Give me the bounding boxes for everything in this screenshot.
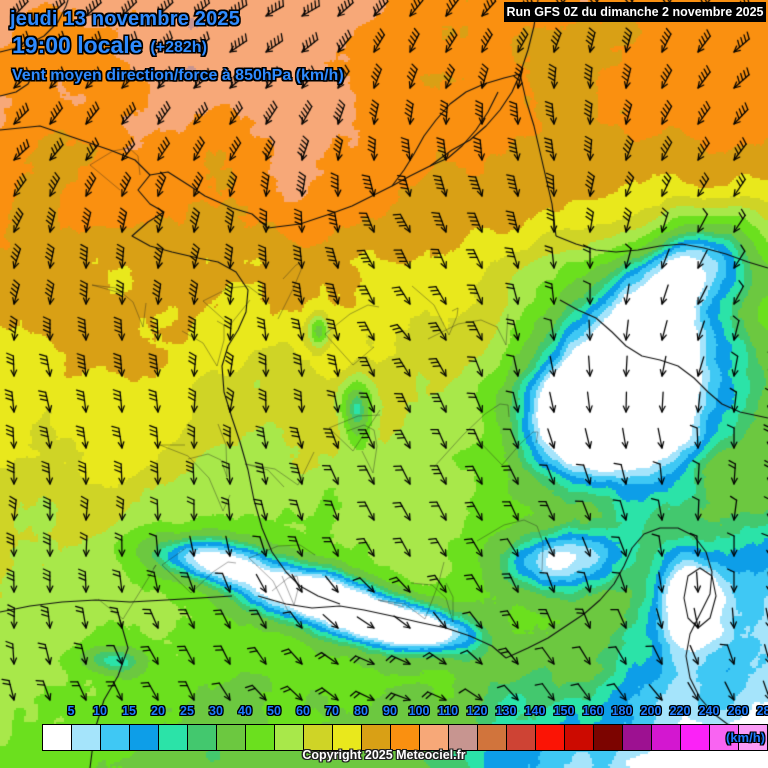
legend-tick: 25 <box>180 704 194 718</box>
legend-tick: 20 <box>151 704 165 718</box>
legend-tick: 140 <box>524 704 546 718</box>
legend-swatch <box>188 725 217 750</box>
legend-swatch <box>72 725 101 750</box>
legend-tick: 5 <box>67 704 75 718</box>
legend-swatch <box>507 725 536 750</box>
legend-swatch <box>246 725 275 750</box>
legend-unit-label: (km/h) <box>726 730 765 745</box>
legend-tick: 50 <box>267 704 281 718</box>
legend-swatch <box>565 725 594 750</box>
legend-tick: 80 <box>354 704 368 718</box>
legend-tick: 90 <box>383 704 397 718</box>
legend-tick: 15 <box>122 704 136 718</box>
legend-tick: 70 <box>325 704 339 718</box>
legend-tick: 200 <box>640 704 662 718</box>
model-run-label: Run GFS 0Z du dimanche 2 novembre 2025 <box>506 5 764 19</box>
legend-tick: 280 <box>756 704 768 718</box>
legend-tick: 10 <box>93 704 107 718</box>
legend-swatch <box>159 725 188 750</box>
legend-swatch <box>304 725 333 750</box>
forecast-time-row: 19:00 locale (+282h) <box>12 32 207 59</box>
legend-tick-labels: 5 10 15 20 25 30 40 50 60 70 80 90 100 110 120 130 140 15… <box>0 704 768 724</box>
legend-tick: 260 <box>727 704 749 718</box>
legend-swatch <box>710 725 739 750</box>
legend-tick: 40 <box>238 704 252 718</box>
legend-tick: 30 <box>209 704 223 718</box>
legend-swatch <box>652 725 681 750</box>
parameter-label: Vent moyen direction/force à 850hPa (km/… <box>12 67 344 84</box>
legend-tick: 220 <box>669 704 691 718</box>
legend-swatch <box>420 725 449 750</box>
legend-swatch <box>536 725 565 750</box>
legend-swatch <box>594 725 623 750</box>
forecast-date-label: jeudi 13 novembre 2025 <box>10 8 241 30</box>
legend-swatch <box>681 725 710 750</box>
legend-tick: 110 <box>437 704 459 718</box>
legend-swatch <box>217 725 246 750</box>
legend-swatch <box>449 725 478 750</box>
legend-swatch <box>43 725 72 750</box>
model-run-banner: Run GFS 0Z du dimanche 2 novembre 2025 <box>504 2 766 22</box>
legend-swatch <box>275 725 304 750</box>
legend-swatch <box>101 725 130 750</box>
legend-tick: 240 <box>698 704 720 718</box>
legend-tick: 180 <box>611 704 633 718</box>
legend-swatch <box>333 725 362 750</box>
forecast-leadtime-label: (+282h) <box>150 39 207 56</box>
legend-swatch <box>478 725 507 750</box>
legend-tick: 120 <box>466 704 488 718</box>
legend-color-bar <box>42 724 768 751</box>
legend-swatch <box>391 725 420 750</box>
legend-tick: 160 <box>582 704 604 718</box>
legend-swatch <box>623 725 652 750</box>
legend-tick: 100 <box>408 704 430 718</box>
legend-swatch <box>362 725 391 750</box>
legend-tick: 150 <box>553 704 575 718</box>
legend-swatch <box>130 725 159 750</box>
legend-tick: 60 <box>296 704 310 718</box>
copyright-label: Copyright 2025 Meteociel.fr <box>302 748 466 762</box>
legend-tick: 130 <box>495 704 517 718</box>
forecast-time-label: 19:00 locale <box>12 32 143 58</box>
